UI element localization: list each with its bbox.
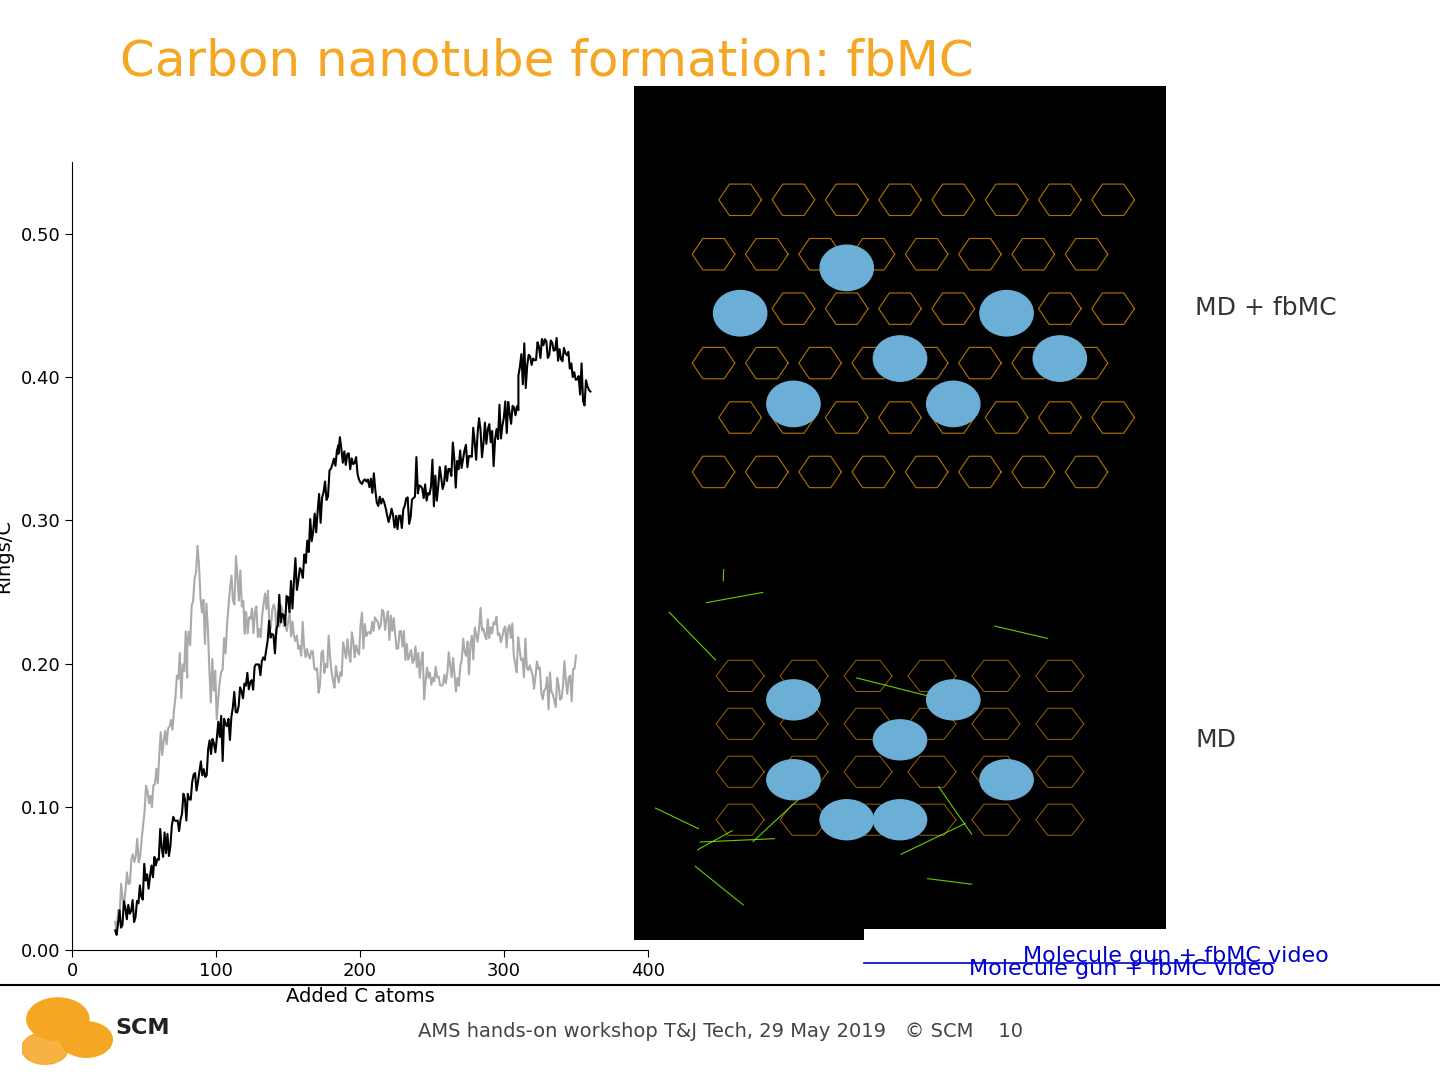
Circle shape [22,1032,68,1065]
Circle shape [27,998,89,1040]
Y-axis label: Rings/C: Rings/C [0,519,13,593]
Circle shape [768,680,821,719]
Circle shape [821,245,873,291]
Text: Carbon nanotube formation: fbMC: Carbon nanotube formation: fbMC [121,38,973,85]
Circle shape [821,799,873,840]
X-axis label: Added C atoms: Added C atoms [285,987,435,1007]
Circle shape [60,1022,112,1057]
Text: AMS hands-on workshop T&J Tech, 29 May 2019   © SCM    10: AMS hands-on workshop T&J Tech, 29 May 2… [418,1022,1022,1041]
Circle shape [714,291,768,336]
Circle shape [981,760,1034,799]
Circle shape [927,680,981,719]
Text: MD + fbMC: MD + fbMC [1195,296,1336,320]
Circle shape [927,381,981,427]
Circle shape [1032,336,1087,381]
Text: SCM: SCM [115,1018,170,1038]
Circle shape [768,760,821,799]
Circle shape [768,381,821,427]
Circle shape [873,719,927,760]
Text: Molecule gun + fbMC video: Molecule gun + fbMC video [1024,946,1329,966]
Circle shape [981,291,1034,336]
Text: MD: MD [1195,728,1236,752]
Text: Molecule gun + fbMC video: Molecule gun + fbMC video [969,959,1274,980]
Circle shape [873,336,927,381]
Circle shape [873,799,927,840]
